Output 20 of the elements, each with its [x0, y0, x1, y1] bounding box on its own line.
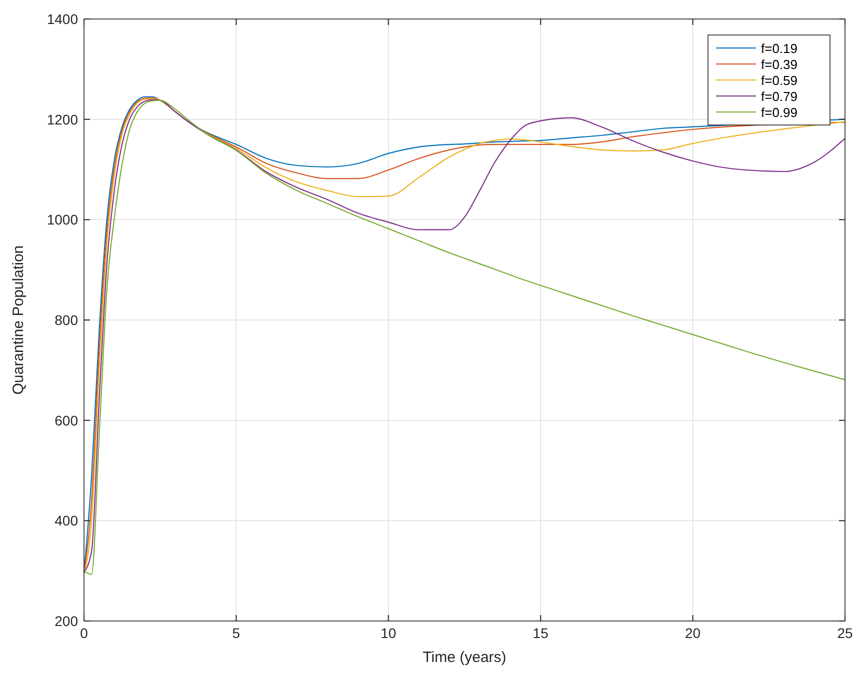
y-tick-label: 1000	[46, 212, 78, 228]
legend-label: f=0.99	[761, 105, 798, 120]
x-tick-label: 0	[80, 625, 88, 641]
legend-label: f=0.79	[761, 89, 798, 104]
x-tick-label: 25	[837, 625, 853, 641]
x-tick-label: 15	[532, 625, 549, 641]
y-tick-label: 1200	[46, 111, 78, 128]
legend-label: f=0.39	[761, 57, 798, 72]
y-tick-label: 600	[54, 412, 78, 428]
x-tick-label: 5	[232, 625, 240, 641]
y-tick-label: 800	[54, 312, 78, 328]
x-tick-label: 10	[380, 625, 396, 641]
y-axis-title: Quarantine Population	[10, 245, 27, 395]
x-axis-title: Time (years)	[422, 649, 506, 666]
legend-label: f=0.59	[761, 73, 798, 88]
x-tick-label: 20	[685, 625, 701, 641]
y-tick-label: 400	[54, 512, 78, 529]
y-tick-label: 200	[54, 613, 78, 629]
y-tick-label: 1400	[46, 11, 78, 27]
legend-label: f=0.19	[761, 41, 798, 56]
